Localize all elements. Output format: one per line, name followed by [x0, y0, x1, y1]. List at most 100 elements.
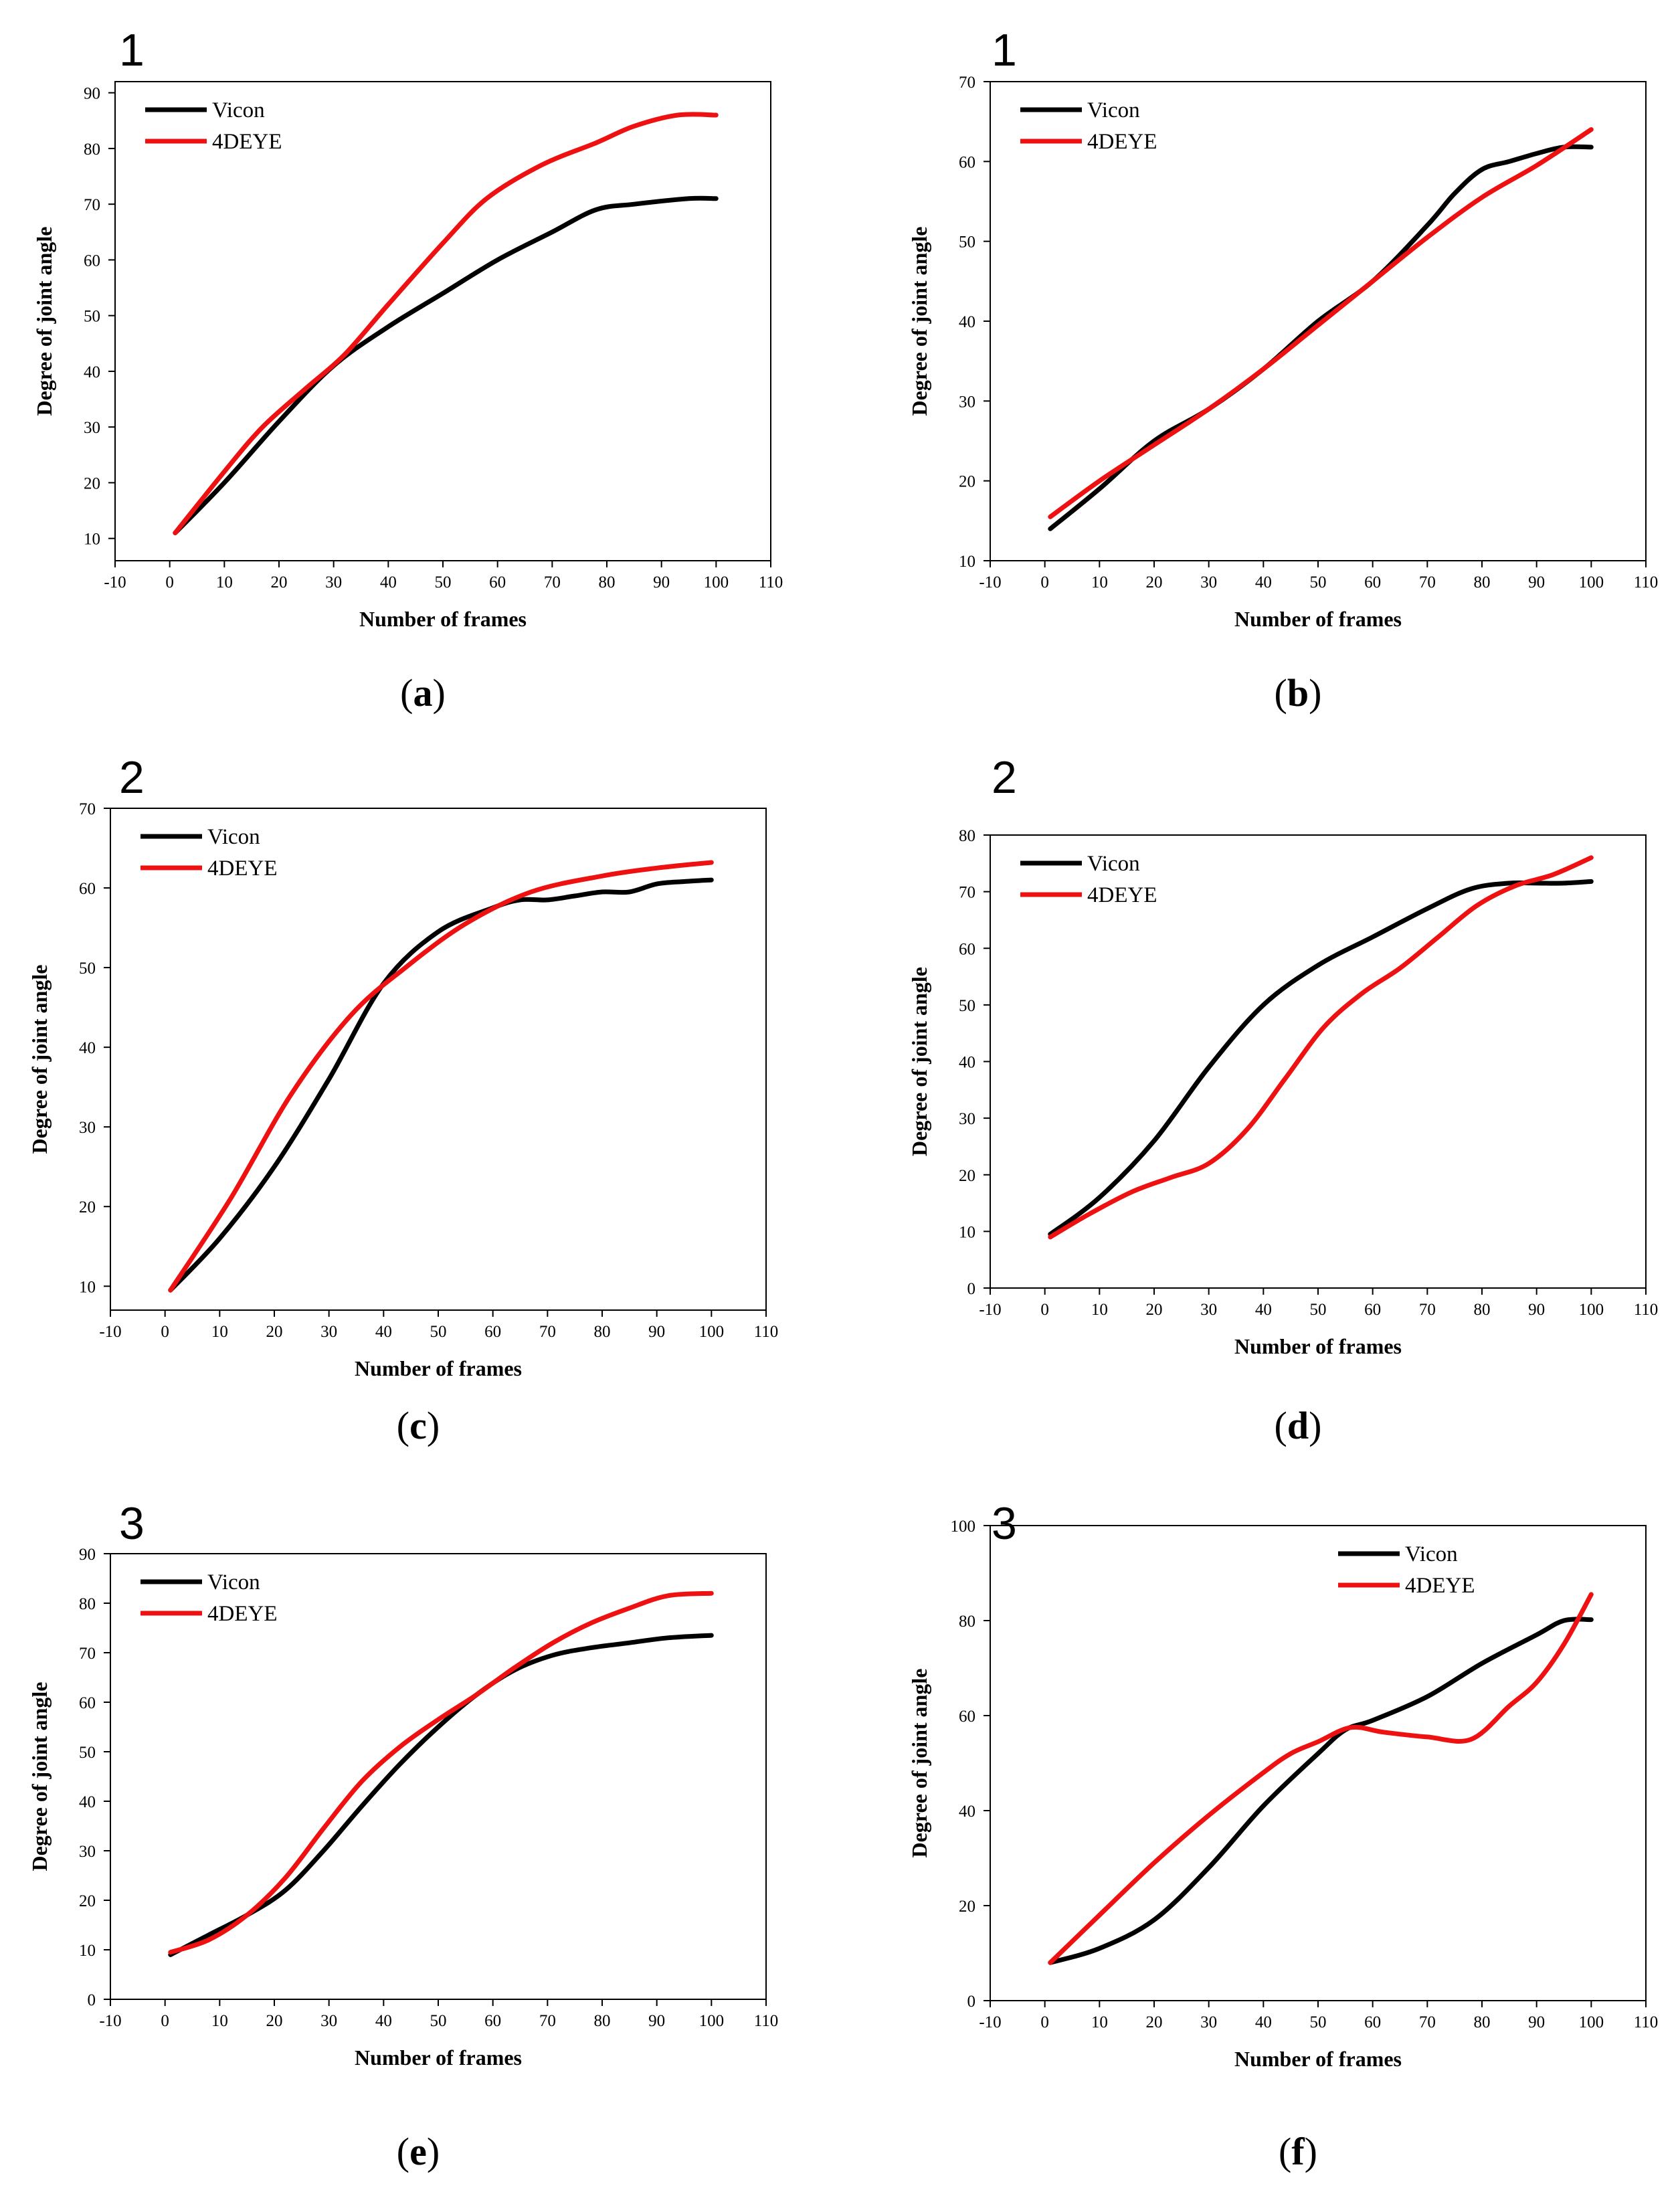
y-axis-title: Degree of joint angle	[907, 967, 931, 1156]
chart-panel-d: 2-10 0 10 20 30 40 50 60 70 80 90 100 11001020304050…	[907, 752, 1658, 1447]
y-tick-label: 70	[79, 1645, 96, 1663]
panel-caption: (f)	[1279, 2130, 1317, 2173]
x-tick-label: 40	[380, 573, 397, 591]
x-tick-label: 90	[648, 1323, 665, 1341]
y-tick-label: 0	[967, 1280, 976, 1298]
x-tick-label: 100	[1579, 573, 1604, 591]
x-tick-label: 40	[1255, 1301, 1272, 1319]
x-tick-label: 70	[1419, 573, 1436, 591]
legend-label-vicon: Vicon	[207, 1570, 260, 1594]
x-tick-label: 50	[430, 2012, 447, 2030]
x-tick-label: 20	[271, 573, 288, 591]
legend-label-vicon: Vicon	[212, 98, 265, 122]
x-tick-label: 100	[699, 2012, 725, 2030]
y-tick-label: 50	[79, 1744, 96, 1762]
y-axis-title: Degree of joint angle	[32, 227, 56, 416]
x-tick-label: 110	[754, 1323, 779, 1341]
y-tick-label: 40	[79, 1793, 96, 1811]
y-axis-title: Degree of joint angle	[907, 227, 931, 416]
y-tick-label: 60	[959, 1708, 975, 1726]
legend-label-vicon: Vicon	[1405, 1542, 1458, 1566]
x-tick-label: 10	[1091, 2013, 1108, 2031]
x-tick-label: 40	[375, 1323, 392, 1341]
x-tick-label: 60	[1364, 573, 1381, 591]
legend-label-vicon: Vicon	[207, 825, 260, 849]
x-tick-label: 100	[699, 1323, 725, 1341]
panel-caption: (c)	[397, 1404, 440, 1447]
x-tick-label: 90	[653, 573, 670, 591]
panel-number: 3	[992, 1498, 1017, 1549]
x-tick-label: 0	[161, 1323, 169, 1341]
legend-label-4deye: 4DEYE	[1087, 883, 1157, 907]
y-tick-label: 0	[967, 1993, 976, 2011]
x-tick-label: 60	[484, 1323, 501, 1341]
x-tick-label: 30	[1200, 573, 1217, 591]
y-tick-label: 60	[959, 153, 975, 171]
x-tick-label: 80	[1474, 2013, 1491, 2031]
x-tick-label: 50	[1310, 2013, 1327, 2031]
x-tick-label: 60	[1364, 1301, 1381, 1319]
y-tick-label: 0	[88, 1991, 96, 2009]
x-axis-title: Number of frames	[355, 2045, 522, 2070]
y-tick-label: 20	[84, 474, 100, 492]
series-line-vicon	[168, 1633, 714, 1957]
x-tick-label: 80	[1474, 573, 1491, 591]
legend-label-4deye: 4DEYE	[212, 130, 282, 154]
y-tick-label: 10	[84, 531, 100, 549]
y-tick-label: 40	[959, 1054, 975, 1072]
legend-label-4deye: 4DEYE	[207, 856, 277, 881]
y-tick-label: 90	[84, 85, 100, 103]
x-tick-label: 70	[539, 2012, 556, 2030]
panel-number: 3	[119, 1498, 145, 1549]
panel-caption: (d)	[1275, 1404, 1322, 1447]
x-tick-label: 0	[165, 573, 174, 591]
panel-caption-letter: b	[1287, 671, 1309, 715]
y-tick-label: 30	[959, 393, 975, 411]
x-tick-label: 90	[1528, 573, 1545, 591]
panel-number: 1	[992, 25, 1017, 76]
y-axis-title: Degree of joint angle	[27, 965, 52, 1154]
x-tick-label: 40	[1255, 2013, 1272, 2031]
x-tick-label: 50	[1310, 573, 1327, 591]
x-tick-label: -10	[104, 573, 126, 591]
y-tick-label: 10	[79, 1942, 96, 1960]
x-tick-label: 100	[704, 573, 729, 591]
x-axis-title: Number of frames	[1234, 1334, 1402, 1358]
series-line-4deye	[168, 1590, 714, 1955]
y-tick-label: 50	[79, 960, 96, 978]
panel-caption-letter: f	[1291, 2130, 1305, 2173]
x-tick-label: 90	[1528, 2013, 1545, 2031]
chart-panel-b: 1 -10 0 10 20 30 40 50 60 70 80 90 100 110 10 20 30 40 50 6…	[907, 25, 1658, 715]
y-tick-label: 40	[79, 1039, 96, 1057]
panel-caption-letter: e	[409, 2130, 427, 2173]
y-tick-label: 30	[79, 1119, 96, 1137]
x-tick-label: 20	[266, 2012, 283, 2030]
panel-caption: (a)	[400, 671, 446, 715]
x-tick-label: 40	[375, 2012, 392, 2030]
x-tick-label: 10	[1091, 1301, 1108, 1319]
legend-label-4deye: 4DEYE	[1087, 130, 1157, 154]
chart-panel-c: 2 -10 0 10 20 30 40 50 60 70 80 90 100 110 10 20 30 40 50 6…	[27, 752, 778, 1447]
x-tick-label: 0	[1040, 2013, 1049, 2031]
chart-panel-f: 3-10 0 10 20 30 40 50 60 70 80 90 100 11002040608010…	[907, 1498, 1658, 2173]
y-tick-label: 80	[959, 1613, 975, 1631]
series-line-vicon	[1048, 1617, 1594, 1965]
x-tick-label: 10	[211, 1323, 228, 1341]
x-tick-label: 110	[754, 2012, 779, 2030]
y-tick-label: 10	[959, 553, 975, 571]
y-tick-label: 60	[79, 880, 96, 898]
x-tick-label: 0	[161, 2012, 169, 2030]
y-tick-label: 70	[84, 196, 100, 214]
x-tick-label: 110	[759, 573, 783, 591]
x-tick-label: 30	[320, 2012, 337, 2030]
series-line-4deye	[1048, 1592, 1594, 1965]
legend-label-4deye: 4DEYE	[207, 1602, 277, 1626]
x-tick-label: 30	[1200, 2013, 1217, 2031]
x-tick-label: 60	[489, 573, 506, 591]
y-tick-label: 70	[79, 800, 96, 818]
panel-caption: (b)	[1275, 671, 1322, 715]
x-tick-label: 80	[594, 1323, 611, 1341]
legend-label-vicon: Vicon	[1087, 98, 1140, 122]
x-tick-label: 0	[1040, 1301, 1049, 1319]
